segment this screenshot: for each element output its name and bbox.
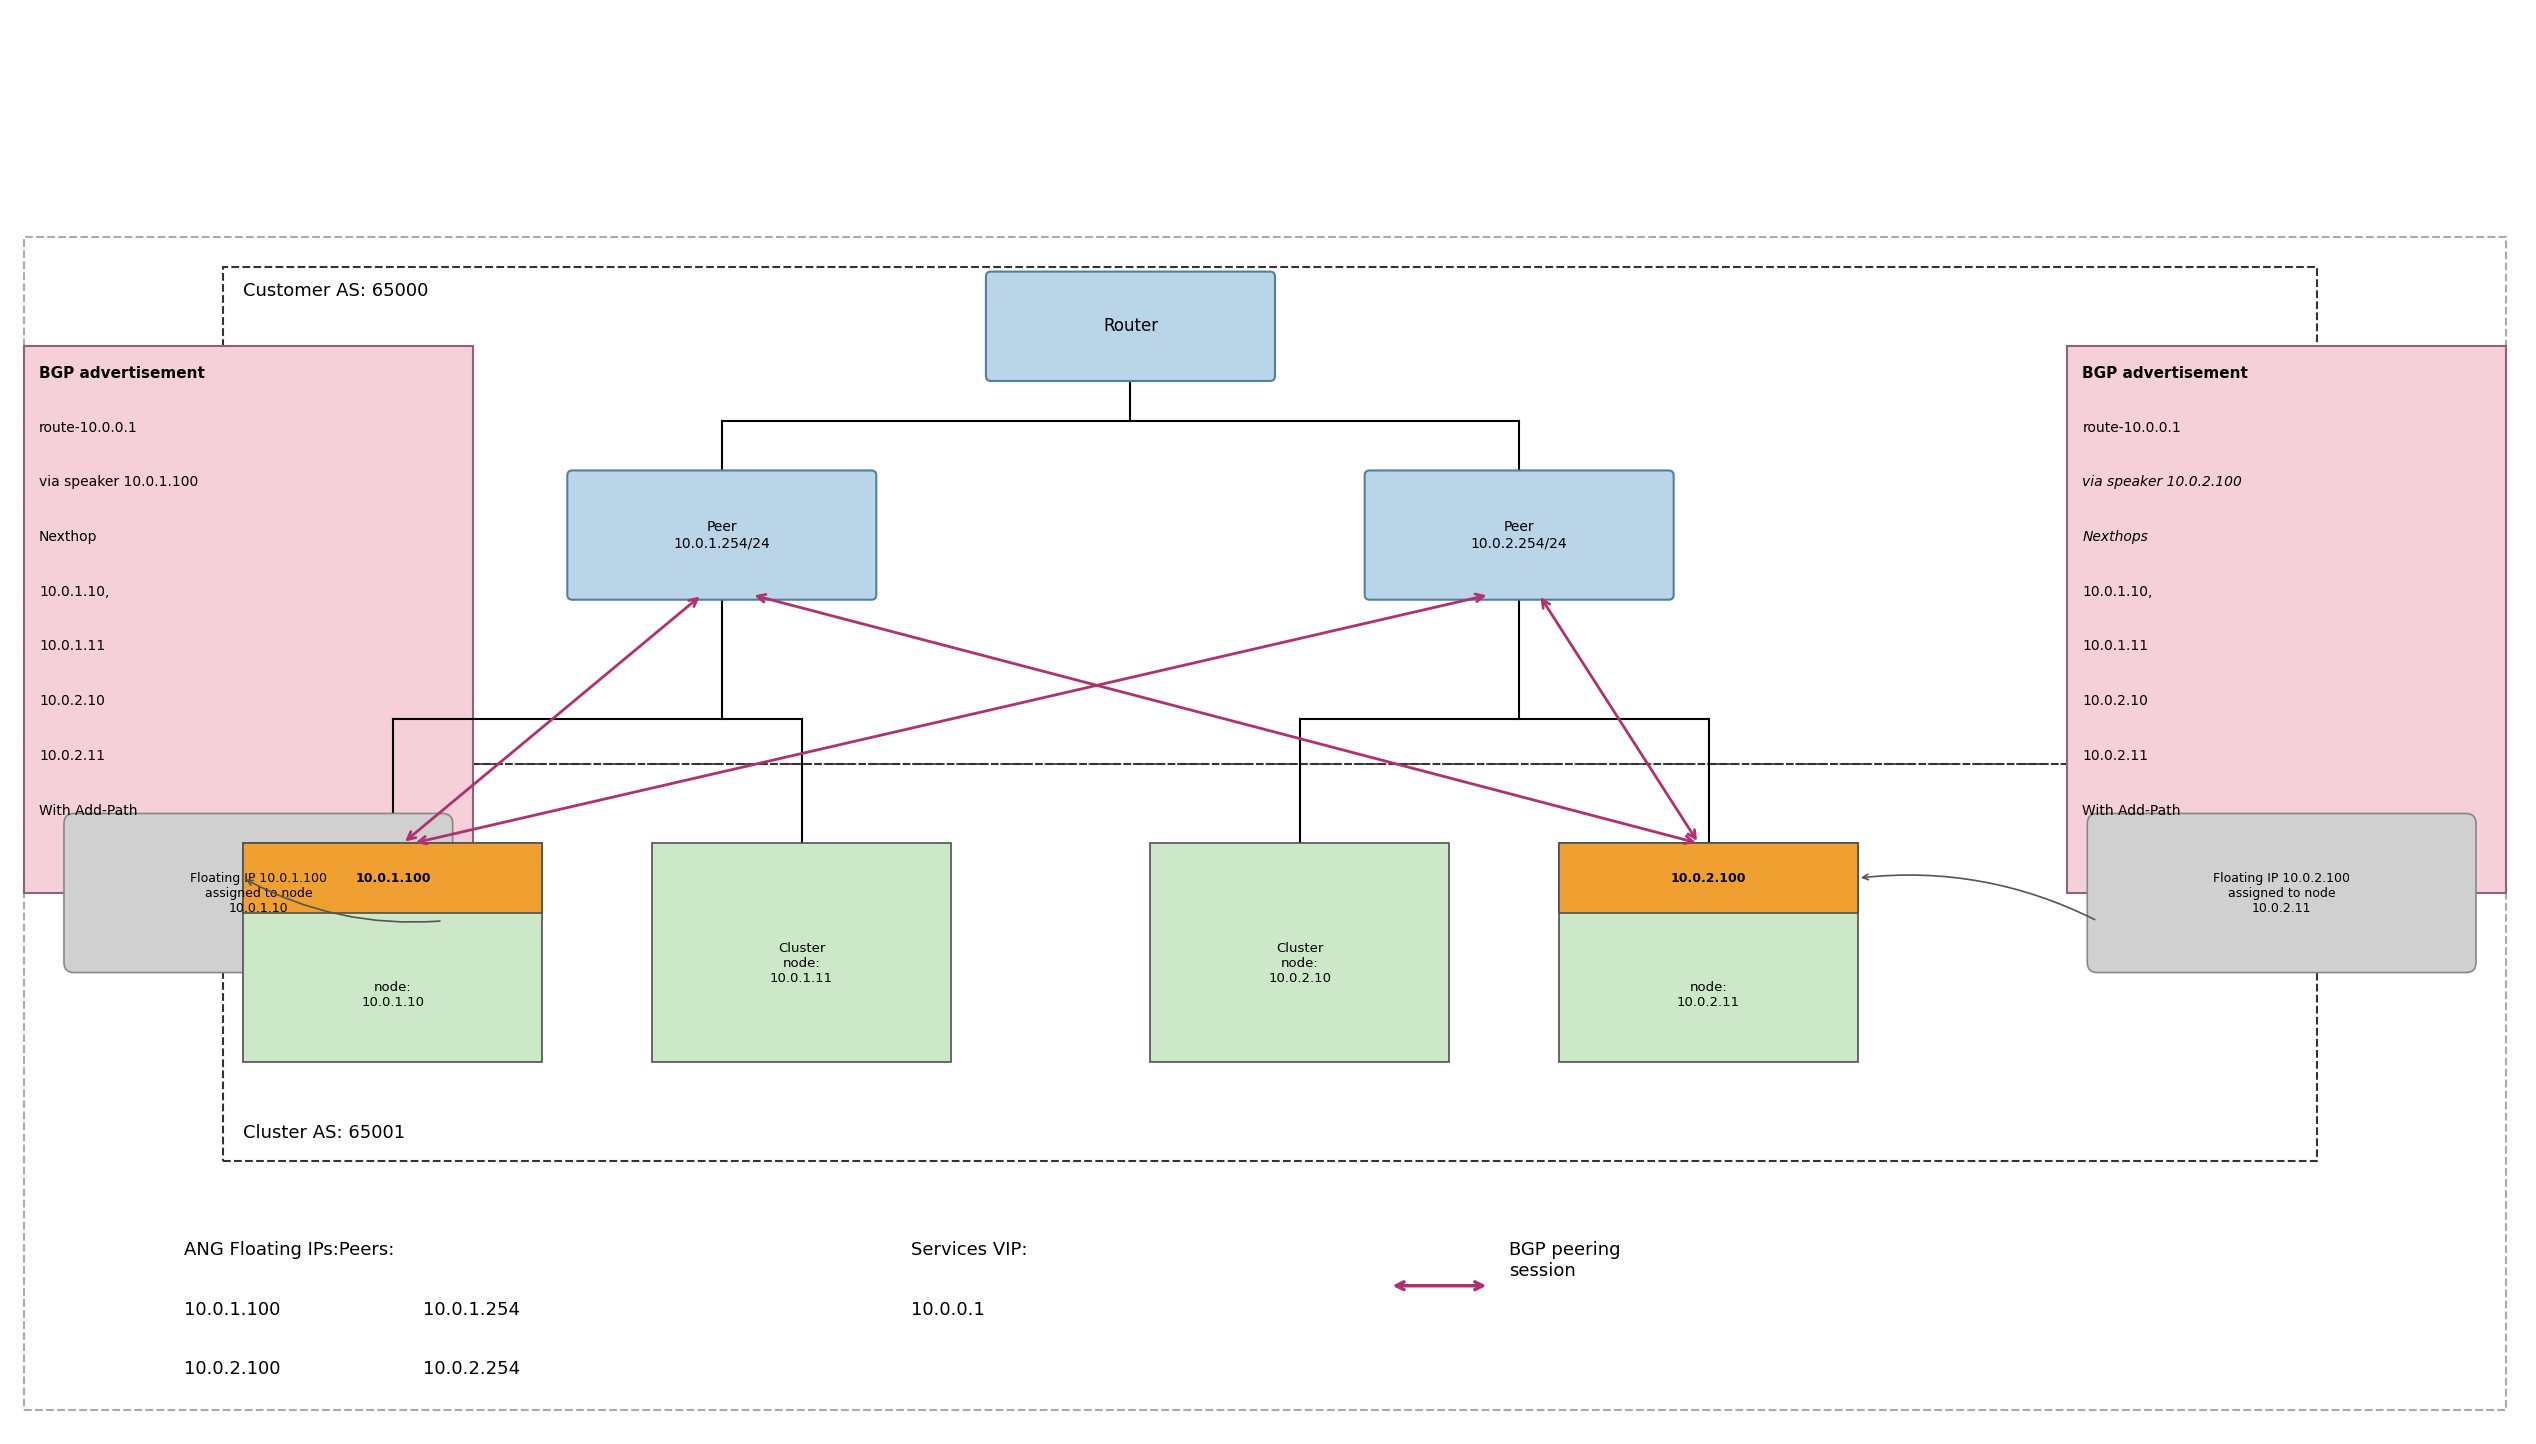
- Bar: [1560, 843, 1859, 1061]
- Text: 10.0.1.11: 10.0.1.11: [38, 640, 104, 654]
- FancyBboxPatch shape: [2087, 813, 2475, 973]
- Text: 10.0.1.10,: 10.0.1.10,: [2082, 585, 2153, 599]
- Bar: [223, 267, 2315, 843]
- Text: Nexthops: Nexthops: [2082, 530, 2148, 544]
- Text: Router: Router: [1103, 318, 1159, 335]
- Bar: [652, 843, 951, 1061]
- Text: 10.0.1.100: 10.0.1.100: [355, 872, 431, 885]
- Text: 10.0.2.100: 10.0.2.100: [1671, 872, 1747, 885]
- Text: 10.0.1.10,: 10.0.1.10,: [38, 585, 109, 599]
- Text: Customer AS: 65000: Customer AS: 65000: [243, 282, 429, 299]
- Text: via speaker 10.0.2.100: via speaker 10.0.2.100: [2082, 475, 2242, 490]
- Text: 10.0.2.11: 10.0.2.11: [38, 749, 104, 762]
- Text: Services VIP:: Services VIP:: [910, 1240, 1027, 1259]
- FancyBboxPatch shape: [1364, 471, 1674, 599]
- Text: route-10.0.0.1: route-10.0.0.1: [2082, 420, 2181, 435]
- Text: route-10.0.0.1: route-10.0.0.1: [38, 420, 137, 435]
- Text: BGP advertisement: BGP advertisement: [38, 367, 205, 381]
- Text: Peer
10.0.2.254/24: Peer 10.0.2.254/24: [1471, 520, 1567, 550]
- Text: Nexthop: Nexthop: [38, 530, 96, 544]
- Bar: [2067, 347, 2506, 892]
- Text: BGP advertisement: BGP advertisement: [2082, 367, 2249, 381]
- Text: With Add-Path: With Add-Path: [38, 803, 137, 817]
- Bar: [243, 843, 543, 913]
- Bar: [1151, 843, 1451, 1061]
- Text: Cluster
node:
10.0.2.10: Cluster node: 10.0.2.10: [1268, 941, 1331, 985]
- Text: Cluster AS: 65001: Cluster AS: 65001: [243, 1123, 406, 1142]
- Text: via speaker 10.0.1.100: via speaker 10.0.1.100: [38, 475, 198, 490]
- Text: Peer
10.0.1.254/24: Peer 10.0.1.254/24: [675, 520, 771, 550]
- Bar: [1560, 843, 1859, 913]
- Text: ANG Floating IPs:Peers:: ANG Floating IPs:Peers:: [183, 1240, 393, 1259]
- Text: Cluster
node:
10.0.1.11: Cluster node: 10.0.1.11: [771, 941, 834, 985]
- Text: 10.0.1.100: 10.0.1.100: [183, 1301, 279, 1318]
- Text: node:
10.0.1.10: node: 10.0.1.10: [363, 980, 424, 1009]
- Text: Floating IP 10.0.1.100
assigned to node
10.0.1.10: Floating IP 10.0.1.100 assigned to node …: [190, 872, 327, 914]
- Text: With Add-Path: With Add-Path: [2082, 803, 2181, 817]
- Text: Floating IP 10.0.2.100
assigned to node
10.0.2.11: Floating IP 10.0.2.100 assigned to node …: [2214, 872, 2351, 914]
- Text: 10.0.2.100: 10.0.2.100: [183, 1360, 279, 1378]
- Bar: [223, 764, 2315, 1161]
- Text: BGP peering
session: BGP peering session: [1509, 1240, 1621, 1279]
- Bar: [243, 843, 543, 1061]
- Text: 10.0.2.10: 10.0.2.10: [38, 695, 104, 708]
- Text: 10.0.1.254: 10.0.1.254: [424, 1301, 520, 1318]
- Text: 10.0.1.11: 10.0.1.11: [2082, 640, 2148, 654]
- Text: 10.0.2.11: 10.0.2.11: [2082, 749, 2148, 762]
- Text: 10.0.2.10: 10.0.2.10: [2082, 695, 2148, 708]
- FancyBboxPatch shape: [987, 271, 1276, 381]
- Bar: [25, 347, 472, 892]
- Bar: [25, 237, 2506, 1409]
- Text: node:
10.0.2.11: node: 10.0.2.11: [1676, 980, 1740, 1009]
- FancyBboxPatch shape: [568, 471, 877, 599]
- FancyBboxPatch shape: [63, 813, 454, 973]
- Text: 10.0.0.1: 10.0.0.1: [910, 1301, 984, 1318]
- Text: 10.0.2.254: 10.0.2.254: [424, 1360, 520, 1378]
